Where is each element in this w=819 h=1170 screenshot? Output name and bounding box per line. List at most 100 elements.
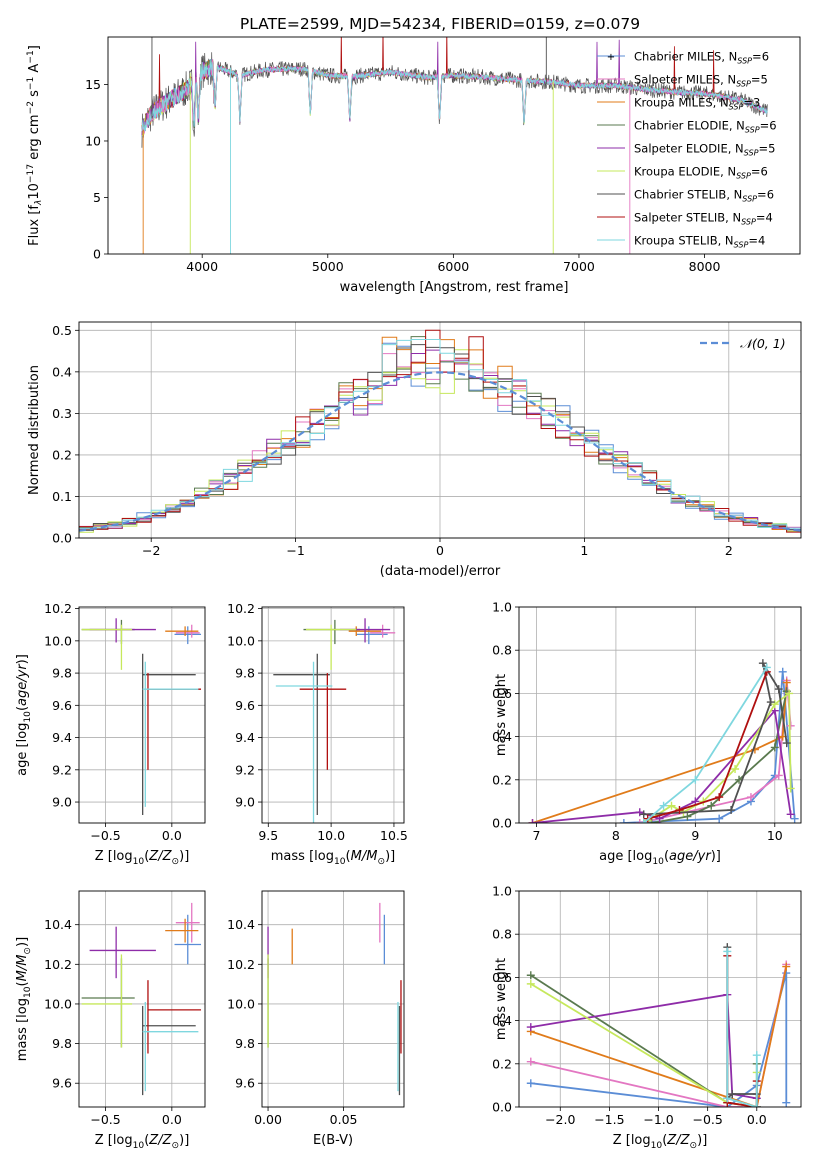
axes-frame — [518, 890, 802, 1108]
plot-content — [528, 659, 799, 823]
weight-point — [635, 819, 644, 823]
weight-point — [785, 689, 794, 698]
x-tick-label: 10.0 — [317, 828, 345, 843]
legend-label: Chabrier MILES, NSSP=6 — [634, 50, 769, 66]
legend-label: Kroupa ELODIE, NSSP=6 — [634, 165, 768, 181]
x-tick-label: −1 — [286, 543, 304, 558]
axes-border — [107, 36, 801, 255]
y-tick-label: 0.6 — [492, 686, 512, 701]
weight-point — [619, 819, 628, 823]
y-tick-label: 10.2 — [44, 957, 72, 972]
y-axis-label: mass [log10(M/M⊙)] — [15, 937, 33, 1061]
y-tick-label: 1.0 — [492, 600, 512, 615]
axes-frame — [107, 36, 801, 255]
y-tick-label: 10.0 — [227, 996, 255, 1011]
y-tick-label: 0.5 — [52, 323, 72, 338]
x-tick-label: −0.5 — [692, 1112, 722, 1127]
weight-point — [526, 1023, 535, 1032]
plot-content — [81, 902, 202, 1096]
weight-point — [526, 971, 535, 980]
x-tick-label: 6000 — [437, 259, 469, 274]
y-tick-label: 10.0 — [227, 633, 255, 648]
x-tick-label: −1.0 — [643, 1112, 673, 1127]
y-axis-label: Flux [fλ10−17 erg cm−2 s−1 A−1] — [26, 45, 44, 246]
x-tick-label: −2 — [142, 543, 160, 558]
y-tick-label: 9.0 — [235, 795, 255, 810]
weight-line — [726, 951, 758, 1107]
plot-mass-weight-vs-metallicity: −2.0 −1.5 −1.0 −0.5 0.0 0.0 0.2 0.4 0.6 0.8 1.0 Z [… — [492, 884, 802, 1151]
x-axis-label: age [log10(age/yr)] — [599, 849, 721, 867]
y-tick-label: 0.8 — [492, 927, 512, 942]
y-tick-label: 0.4 — [492, 1013, 512, 1028]
x-tick-label: 9.5 — [258, 828, 278, 843]
weight-point — [526, 1079, 535, 1088]
axes-border — [261, 890, 405, 1108]
y-tick-label: 9.2 — [235, 762, 255, 777]
axes-border — [518, 606, 802, 824]
weight-point — [639, 819, 648, 823]
y-tick-label: 9.8 — [235, 1036, 255, 1051]
gridlines — [79, 891, 205, 1107]
y-tick-label: 9.6 — [235, 698, 255, 713]
axes-border — [261, 606, 405, 824]
x-tick-label: 7000 — [563, 259, 595, 274]
weight-point — [770, 743, 779, 752]
y-axis-label: mass weight — [494, 674, 509, 756]
weight-point — [786, 784, 795, 793]
weight-line — [647, 671, 768, 820]
ticks: 0.00 0.05 9.6 9.8 10.0 10.2 10.4 — [227, 917, 357, 1127]
axes-frame — [261, 606, 405, 824]
y-tick-label: 0.4 — [52, 364, 72, 379]
legend: + Chabrier MILES, NSSP=6 Salpeter MILES, N… — [597, 50, 777, 250]
plot-content — [526, 943, 791, 1107]
x-tick-label: 10 — [767, 828, 783, 843]
weight-point — [758, 659, 767, 668]
x-axis-label: (data-model)/error — [380, 564, 501, 579]
gaussian-reference-line — [79, 371, 801, 532]
weight-point — [639, 810, 648, 819]
gridlines — [262, 891, 404, 1107]
axes-frame — [518, 606, 802, 824]
weight-line — [647, 691, 792, 822]
y-tick-label: 0.4 — [492, 729, 512, 744]
histogram-line — [79, 339, 801, 532]
y-tick-label: 9.4 — [235, 730, 255, 745]
y-tick-label: 0.1 — [52, 489, 72, 504]
x-tick-label: −0.5 — [90, 1112, 120, 1127]
legend-label: Salpeter STELIB, NSSP=4 — [634, 211, 773, 227]
y-tick-label: 10 — [85, 133, 101, 148]
y-tick-label: 9.6 — [235, 1076, 255, 1091]
y-tick-label: 10.4 — [227, 917, 255, 932]
x-tick-label: 10.5 — [380, 828, 408, 843]
y-tick-label: 10.2 — [44, 601, 72, 616]
y-tick-label: 9.6 — [52, 1076, 72, 1091]
spectrum-line — [141, 59, 768, 132]
x-tick-label: 8 — [612, 828, 620, 843]
y-axis-label: age [log10(age/yr)] — [15, 654, 33, 776]
plot-content — [273, 618, 396, 823]
weight-point — [762, 663, 771, 672]
y-tick-label: 0.6 — [492, 970, 512, 985]
axes-frame — [261, 890, 405, 1108]
ticks: −2 −1 0 1 2 0.0 0.1 0.2 0.3 0.4 0.5 — [52, 323, 733, 558]
y-tick-label: 9.8 — [235, 666, 255, 681]
x-tick-label: 9 — [691, 828, 699, 843]
weight-point — [675, 806, 684, 815]
y-tick-label: 9.4 — [52, 730, 72, 745]
y-tick-label: 10.0 — [44, 633, 72, 648]
legend-label: Salpeter MILES, NSSP=5 — [634, 73, 768, 89]
y-tick-label: 0.3 — [52, 406, 72, 421]
weight-point — [774, 685, 783, 694]
figure-title: PLATE=2599, MJD=54234, FIBERID=0159, z=0… — [240, 15, 640, 33]
x-axis-label: Z [log10(Z/Z⊙)] — [613, 1133, 708, 1151]
ticks: −0.5 0.0 9.6 9.8 10.0 10.2 10.4 — [44, 917, 182, 1127]
weight-point — [715, 793, 724, 802]
weight-point — [746, 793, 755, 802]
x-tick-label: 0 — [436, 543, 444, 558]
gridlines — [79, 607, 205, 823]
x-tick-label: −2.0 — [545, 1112, 575, 1127]
weight-line — [530, 966, 788, 1107]
x-tick-label: 0.05 — [330, 1112, 358, 1127]
weight-point — [667, 801, 676, 810]
